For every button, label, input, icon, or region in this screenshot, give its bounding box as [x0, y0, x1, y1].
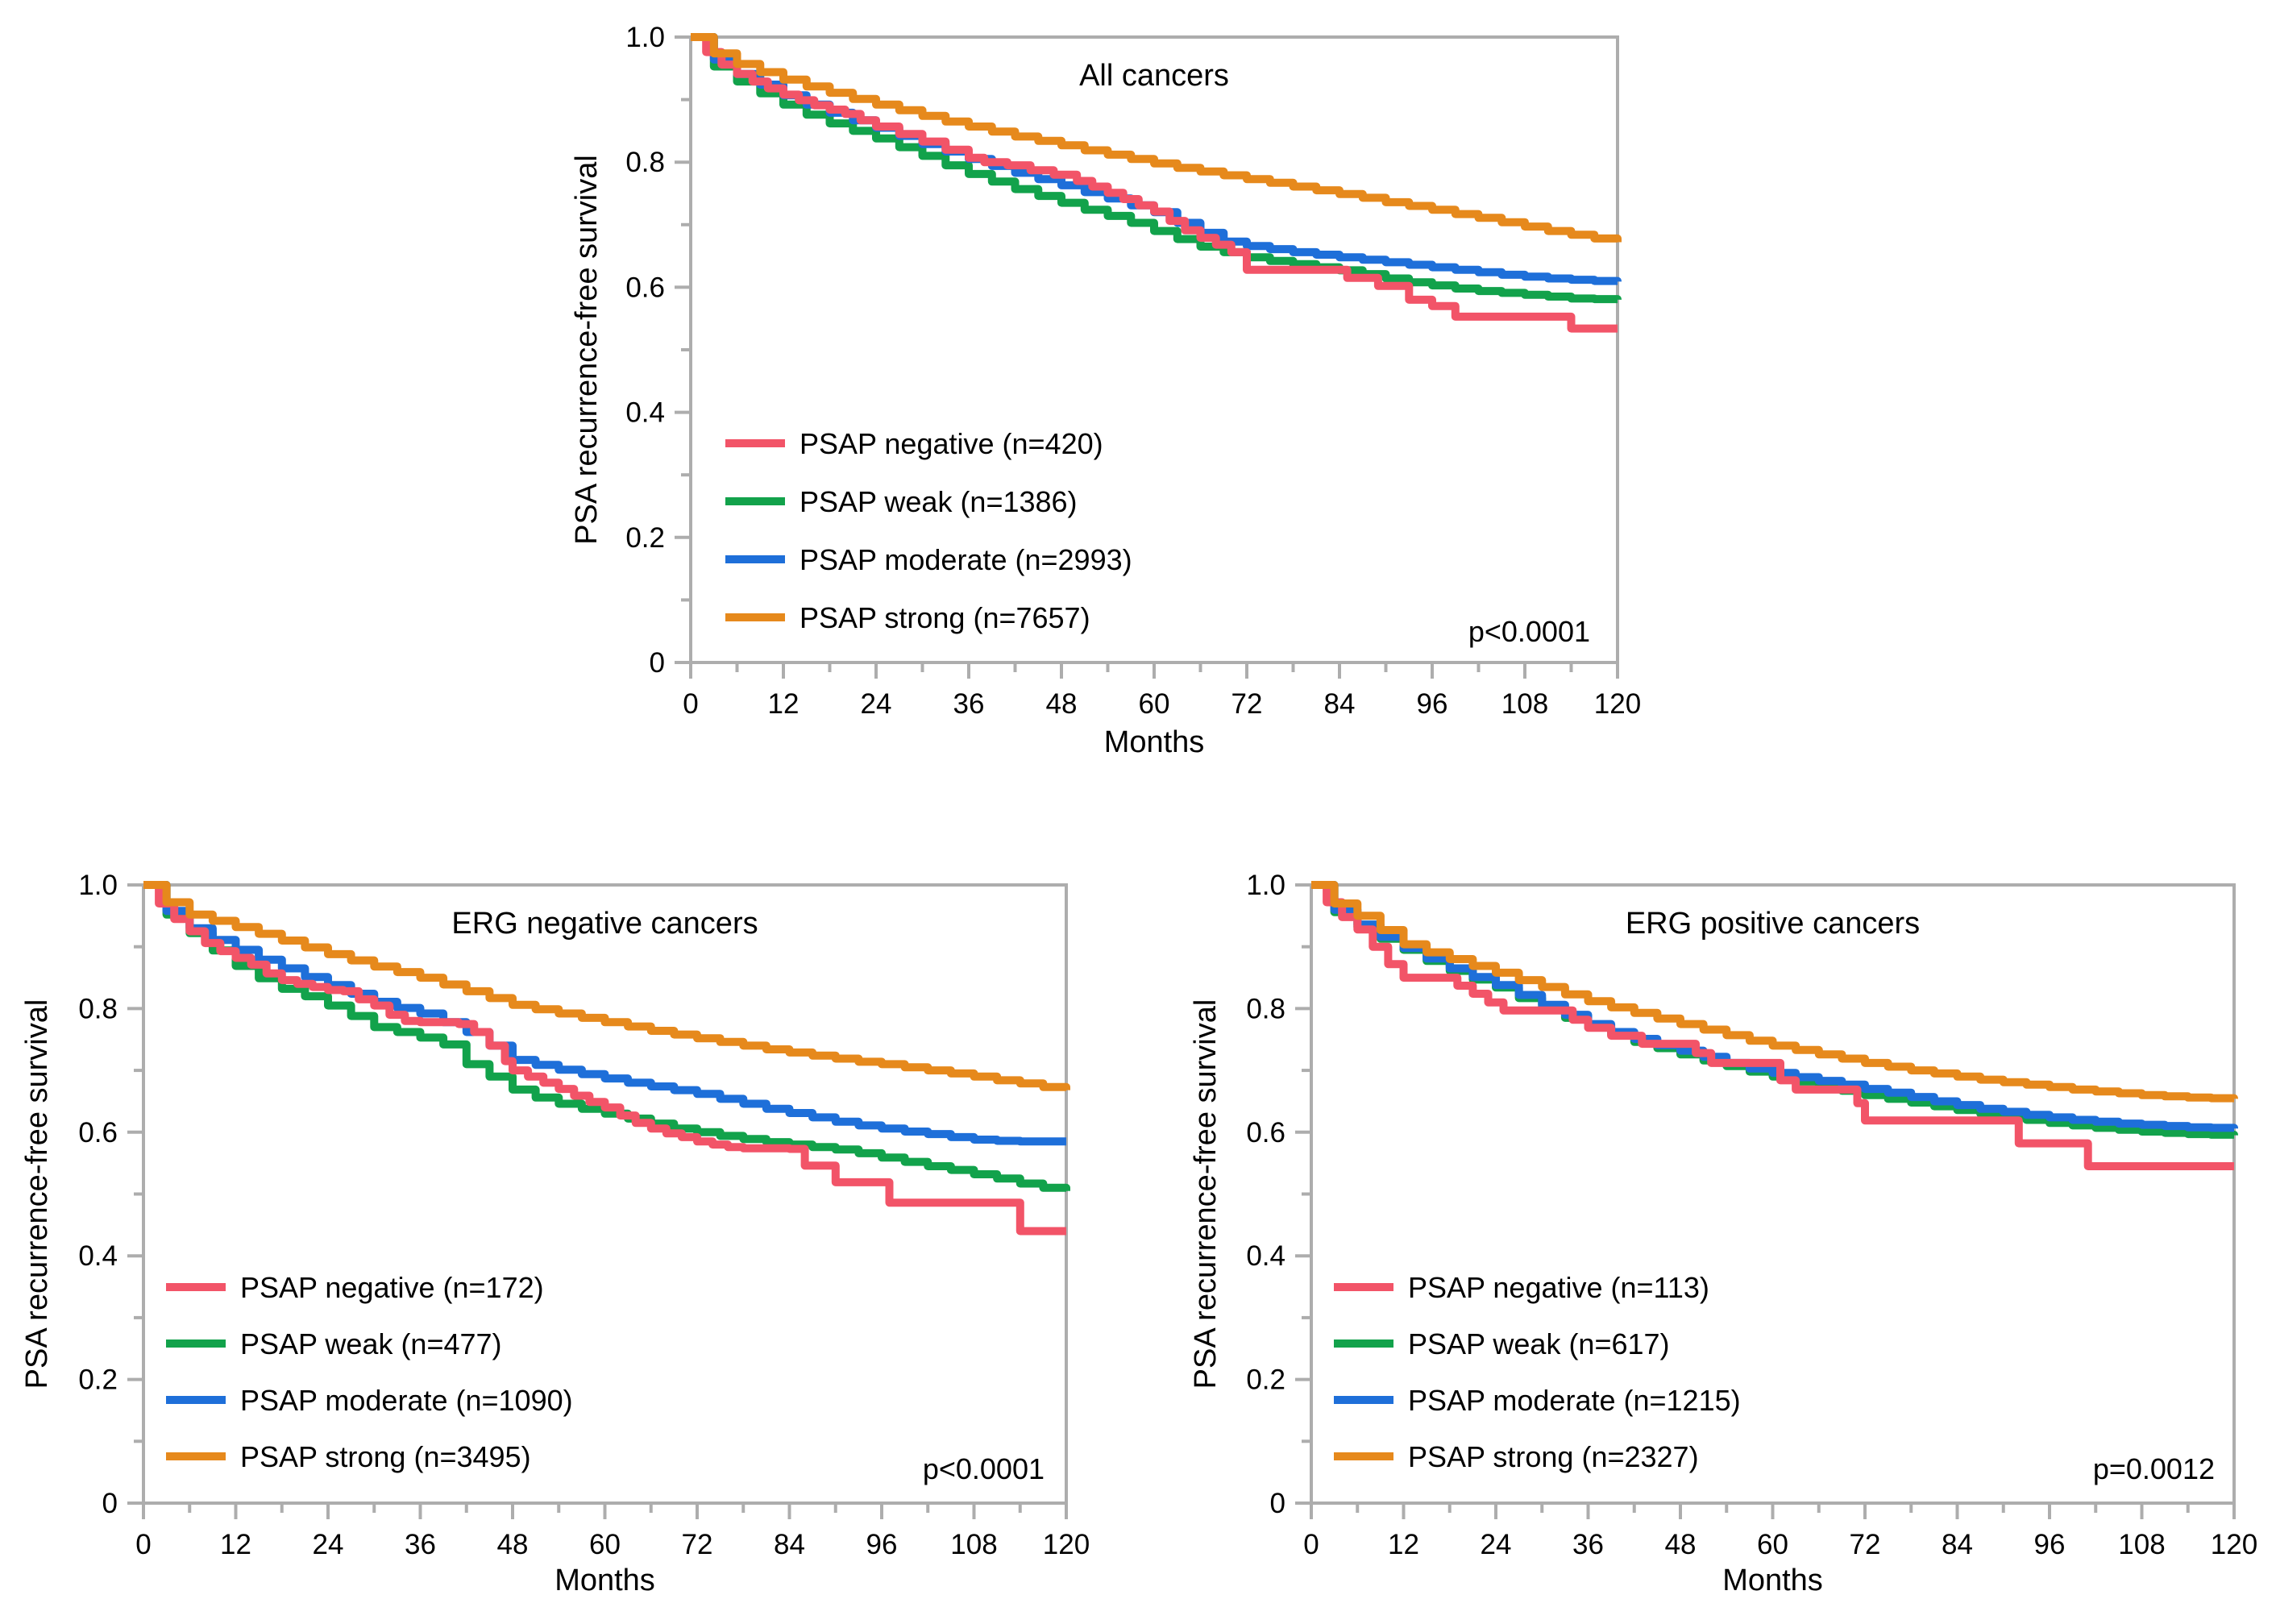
p-value: p<0.0001 [923, 1452, 1045, 1485]
x-tick-label: 108 [2118, 1529, 2165, 1560]
chart-2: 0 12 24 36 48 60 72 84 96 108 120 1.0 0.8 0.6 0.4 0.2 0 E… [1189, 870, 2257, 1597]
y-tick-label: 0.4 [78, 1240, 118, 1272]
y-axis-title: PSA recurrence-free survival [1189, 999, 1223, 1389]
y-axis-title: PSA recurrence-free survival [20, 999, 54, 1389]
x-tick-label: 36 [1572, 1529, 1604, 1560]
x-tick-label: 12 [220, 1529, 251, 1560]
x-axis-title: Months [1104, 725, 1205, 759]
x-tick-label: 36 [953, 688, 985, 720]
y-tick-label: 0.2 [1246, 1364, 1285, 1396]
x-tick-label: 84 [1324, 688, 1356, 720]
x-tick-label: 120 [1594, 688, 1641, 720]
curve-psap-negative [143, 881, 1066, 1236]
curve-psap-moderate [143, 881, 1066, 1146]
x-tick-label: 108 [1501, 688, 1548, 720]
legend-label: PSAP moderate (n=1090) [240, 1384, 573, 1417]
x-tick-label: 24 [313, 1529, 344, 1560]
y-tick-label: 1.0 [625, 22, 665, 53]
curve-psap-negative [691, 33, 1618, 333]
legend-label: PSAP strong (n=2327) [1408, 1440, 1699, 1473]
legend-label: PSAP strong (n=3495) [240, 1440, 531, 1473]
y-tick-label: 1.0 [78, 870, 118, 901]
legend-label: PSAP negative (n=420) [800, 427, 1103, 460]
x-tick-label: 48 [1046, 688, 1078, 720]
x-tick-label: 24 [1481, 1529, 1512, 1560]
chart-0: 0 12 24 36 48 60 72 84 96 108 120 1.0 0.8 0.6 0.4 0.2 0 A… [570, 22, 1641, 759]
y-tick-label: 0.8 [625, 147, 665, 178]
x-axis-title: Months [1722, 1564, 1823, 1597]
p-value: p=0.0012 [2093, 1452, 2215, 1485]
x-tick-label: 48 [1665, 1529, 1697, 1560]
x-tick-label: 48 [497, 1529, 529, 1560]
x-tick-label: 96 [2034, 1529, 2066, 1560]
legend-label: PSAP negative (n=113) [1408, 1271, 1709, 1304]
p-value: p<0.0001 [1468, 615, 1590, 648]
legend-label: PSAP negative (n=172) [240, 1271, 544, 1304]
y-tick-label: 0.4 [1246, 1240, 1285, 1272]
x-tick-label: 72 [1850, 1529, 1881, 1560]
x-tick-label: 60 [1139, 688, 1170, 720]
legend-label: PSAP strong (n=7657) [800, 601, 1090, 634]
x-tick-label: 60 [1757, 1529, 1788, 1560]
curve-psap-weak [143, 881, 1070, 1192]
legend-label: PSAP weak (n=477) [240, 1327, 502, 1360]
y-tick-label: 0.8 [1246, 993, 1285, 1024]
chart-title: ERG negative cancers [451, 907, 758, 941]
curve-psap-strong [143, 881, 1070, 1091]
x-tick-label: 72 [682, 1529, 713, 1560]
x-tick-label: 120 [1043, 1529, 1090, 1560]
y-tick-label: 0 [1270, 1488, 1285, 1519]
x-tick-label: 0 [683, 688, 698, 720]
x-tick-label: 60 [589, 1529, 621, 1560]
y-tick-label: 0.8 [78, 993, 118, 1024]
y-tick-label: 0.6 [625, 272, 665, 303]
y-tick-label: 0 [102, 1488, 118, 1519]
chart-title: ERG positive cancers [1626, 907, 1920, 941]
x-tick-label: 12 [1388, 1529, 1419, 1560]
curve-psap-weak [691, 33, 1622, 304]
x-tick-label: 72 [1231, 688, 1263, 720]
curve-psap-negative [1311, 881, 2234, 1170]
x-tick-label: 84 [774, 1529, 805, 1560]
curve-psap-strong [1311, 881, 2238, 1103]
legend-label: PSAP moderate (n=1215) [1408, 1384, 1741, 1417]
legend-label: PSAP moderate (n=2993) [800, 543, 1132, 576]
x-tick-label: 96 [866, 1529, 898, 1560]
legend-label: PSAP weak (n=1386) [800, 485, 1078, 518]
x-tick-label: 36 [405, 1529, 436, 1560]
x-tick-label: 96 [1417, 688, 1448, 720]
y-tick-label: 1.0 [1246, 870, 1285, 901]
y-tick-label: 0.6 [78, 1117, 118, 1148]
legend-label: PSAP weak (n=617) [1408, 1327, 1670, 1360]
x-tick-label: 120 [2211, 1529, 2257, 1560]
x-tick-label: 108 [950, 1529, 997, 1560]
y-axis-title: PSA recurrence-free survival [570, 155, 604, 545]
y-tick-label: 0.6 [1246, 1117, 1285, 1148]
x-axis-title: Months [554, 1564, 655, 1597]
x-tick-label: 24 [861, 688, 892, 720]
y-tick-label: 0.4 [625, 397, 665, 429]
curve-psap-moderate [1311, 881, 2238, 1132]
y-tick-label: 0.2 [625, 522, 665, 554]
x-tick-label: 84 [1942, 1529, 1973, 1560]
x-tick-label: 0 [135, 1529, 151, 1560]
y-tick-label: 0.2 [78, 1364, 118, 1396]
chart-1: 0 12 24 36 48 60 72 84 96 108 120 1.0 0.8 0.6 0.4 0.2 0 E… [20, 870, 1090, 1597]
x-tick-label: 0 [1303, 1529, 1319, 1560]
curve-psap-strong [691, 33, 1622, 243]
y-tick-label: 0 [650, 647, 665, 679]
x-tick-label: 12 [768, 688, 800, 720]
chart-title: All cancers [1079, 59, 1229, 93]
